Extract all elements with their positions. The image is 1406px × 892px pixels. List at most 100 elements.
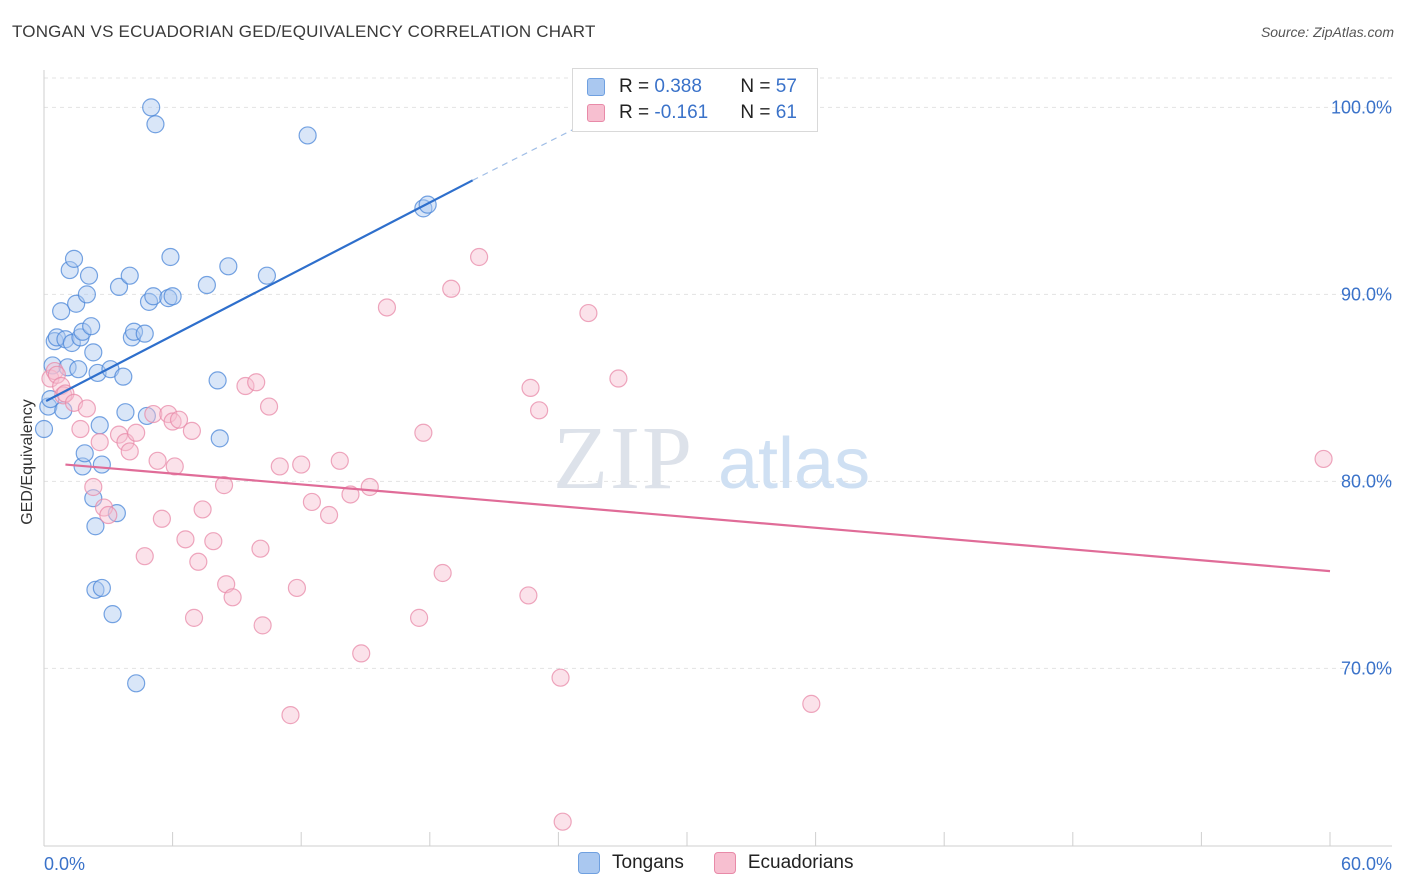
legend-row-tongans: R = 0.388 N = 57: [587, 75, 797, 99]
data-point-ecuadorians: [553, 812, 572, 831]
data-point-tongans: [92, 455, 111, 474]
legend-swatch-tongans: [587, 78, 605, 96]
data-point-tongans: [60, 260, 79, 280]
data-point-tongans: [39, 397, 58, 416]
data-point-ecuadorians: [521, 378, 540, 397]
data-point-tongans: [77, 285, 96, 304]
bottom-legend-label-ecuadorians: Ecuadorians: [747, 852, 854, 873]
watermark-zip: ZIP: [553, 409, 694, 508]
axes: [43, 70, 1392, 847]
legend-box: R = 0.388 N = 57 R = -0.161 N = 61: [572, 68, 818, 132]
data-point-tongans: [86, 517, 105, 536]
data-point-ecuadorians: [84, 477, 103, 497]
bottom-legend-tongans[interactable]: Tongans: [578, 852, 684, 874]
data-point-ecuadorians: [135, 547, 154, 566]
y-tick-label: 70.0%: [1341, 658, 1392, 678]
data-point-tongans: [298, 126, 317, 145]
data-point-ecuadorians: [287, 578, 307, 598]
data-points: [34, 98, 1333, 831]
bottom-legend-ecuadorians[interactable]: Ecuadorians: [713, 852, 854, 874]
chart-title: TONGAN VS ECUADORIAN GED/EQUIVALENCY COR…: [12, 22, 596, 41]
data-point-tongans: [144, 287, 163, 306]
data-point-ecuadorians: [259, 397, 279, 416]
data-point-tongans: [86, 580, 105, 599]
data-point-ecuadorians: [247, 373, 266, 392]
data-point-ecuadorians: [433, 563, 452, 583]
data-point-ecuadorians: [341, 485, 360, 504]
data-point-ecuadorians: [99, 505, 118, 525]
data-point-tongans: [92, 578, 111, 598]
data-point-tongans: [84, 343, 103, 362]
data-point-tongans: [161, 247, 180, 267]
data-point-ecuadorians: [519, 586, 538, 605]
legend-r-label-ecuadorians: R =: [619, 102, 655, 123]
trend-line-ecuadorians: [65, 463, 1331, 573]
data-point-tongans: [34, 419, 54, 439]
legend-r-value-tongans: 0.388: [654, 76, 702, 97]
data-point-tongans: [127, 674, 146, 693]
data-point-ecuadorians: [530, 401, 549, 420]
legend-n-label-tongans: N =: [740, 76, 776, 97]
data-point-ecuadorians: [253, 616, 272, 635]
data-point-ecuadorians: [352, 644, 371, 663]
grid-lines: [44, 77, 1392, 669]
data-point-ecuadorians: [176, 530, 195, 549]
data-point-tongans: [82, 317, 101, 336]
data-point-ecuadorians: [579, 303, 598, 323]
data-point-ecuadorians: [223, 588, 242, 607]
data-point-ecuadorians: [409, 608, 429, 627]
y-tick-labels: 70.0% 80.0% 90.0% 100.0%: [1331, 97, 1392, 678]
data-point-tongans: [219, 257, 238, 276]
data-point-ecuadorians: [71, 419, 90, 439]
data-point-tongans: [142, 98, 161, 117]
y-tick-label: 80.0%: [1341, 471, 1392, 491]
data-point-tongans: [103, 605, 122, 624]
data-point-tongans: [137, 406, 156, 426]
watermark: ZIP atlas: [553, 409, 870, 508]
data-point-ecuadorians: [214, 476, 234, 495]
data-point-ecuadorians: [193, 500, 212, 519]
data-point-ecuadorians: [270, 457, 289, 476]
bottom-legend-swatch-ecuadorians: [713, 852, 736, 874]
data-point-ecuadorians: [163, 412, 182, 431]
watermark-atlas: atlas: [718, 424, 870, 504]
source-label: Source: ZipAtlas.com: [1260, 24, 1394, 40]
data-point-ecuadorians: [217, 575, 236, 594]
data-point-tongans: [120, 266, 139, 285]
bottom-legend-swatch-tongans: [578, 852, 600, 874]
trend-lines: [45, 125, 1331, 573]
data-point-tongans: [69, 360, 88, 379]
data-point-ecuadorians: [148, 451, 167, 470]
legend-row-ecuadorians: R = -0.161 N = 61: [587, 101, 797, 125]
legend-r-value-ecuadorians: -0.161: [654, 102, 709, 123]
data-point-ecuadorians: [330, 451, 349, 470]
trend-line-extension-tongans: [472, 125, 581, 181]
data-point-ecuadorians: [77, 399, 96, 418]
data-point-ecuadorians: [204, 532, 223, 551]
data-point-ecuadorians: [169, 410, 189, 429]
data-point-ecuadorians: [414, 423, 433, 442]
data-point-tongans: [197, 275, 216, 295]
data-point-ecuadorians: [127, 423, 146, 442]
data-point-tongans: [135, 324, 154, 343]
data-point-tongans: [116, 403, 135, 422]
y-tick-label: 100.0%: [1331, 97, 1392, 117]
data-point-tongans: [64, 249, 84, 268]
data-point-tongans: [163, 287, 182, 306]
legend-n-label-ecuadorians: N =: [740, 102, 776, 123]
trend-line-tongans: [45, 179, 474, 402]
data-point-tongans: [208, 371, 227, 390]
y-axis-label: GED/Equivalency: [19, 399, 36, 524]
data-point-ecuadorians: [152, 509, 171, 528]
data-point-ecuadorians: [182, 421, 201, 440]
data-point-ecuadorians: [377, 298, 397, 317]
bottom-legend: Tongans Ecuadorians: [578, 852, 883, 874]
data-point-ecuadorians: [144, 404, 163, 424]
legend-n-value-ecuadorians: 61: [775, 102, 797, 123]
data-point-ecuadorians: [165, 457, 184, 476]
data-point-ecuadorians: [551, 668, 570, 687]
legend-r-label-tongans: R =: [619, 76, 655, 97]
data-point-ecuadorians: [802, 694, 821, 713]
data-point-tongans: [79, 266, 99, 285]
y-tick-label: 90.0%: [1341, 284, 1392, 304]
